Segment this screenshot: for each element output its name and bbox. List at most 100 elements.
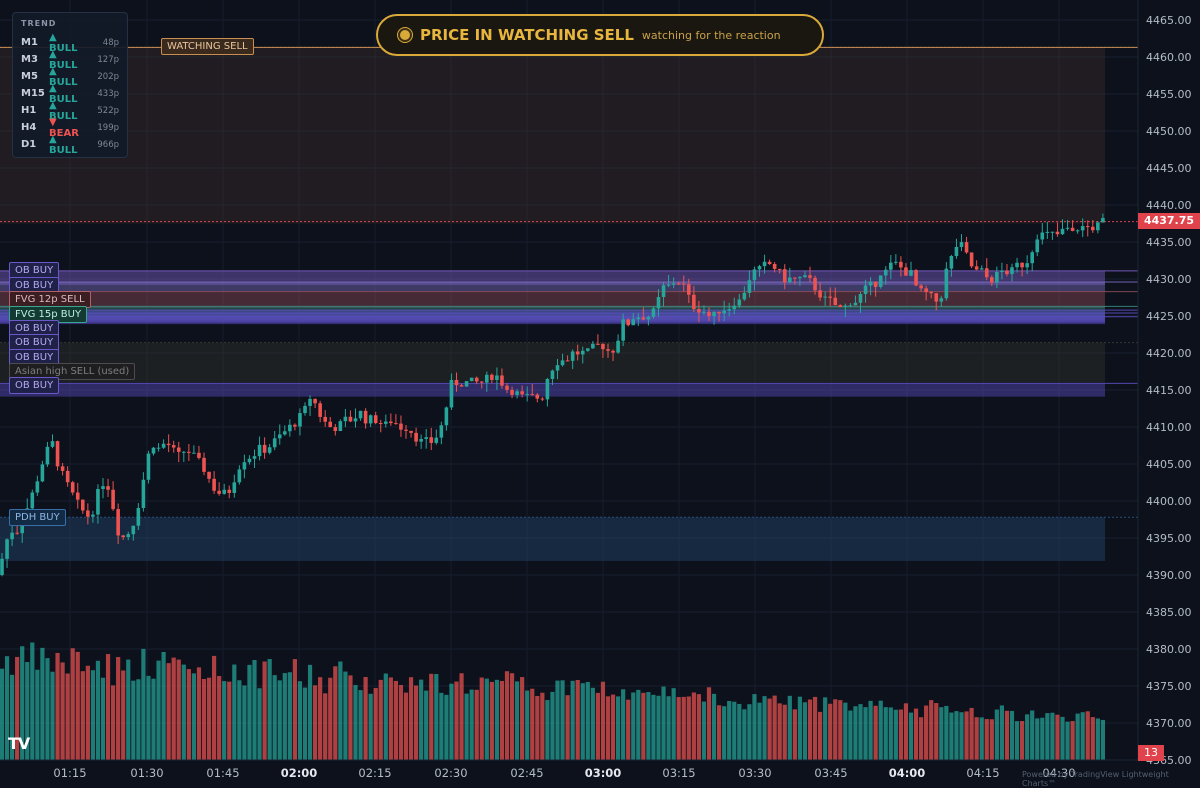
trend-row-m5: M5 ▲ BULL 202p (21, 66, 119, 88)
volume-bar (146, 675, 151, 760)
candle-body (338, 421, 343, 432)
trend-pts: 127p (97, 54, 119, 65)
volume-bar (1060, 716, 1065, 760)
volume-bar (388, 677, 393, 760)
candle-body (1035, 239, 1040, 253)
candle-body (1030, 252, 1034, 264)
candle-body (439, 425, 444, 438)
candle-body (520, 391, 524, 395)
volume-bar (656, 695, 661, 760)
candle-body (469, 377, 474, 382)
volume-bar (1025, 714, 1030, 760)
candle-body (510, 389, 514, 395)
trend-row-m15: M15 ▲ BULL 433p (21, 83, 119, 105)
candle-body (384, 421, 388, 424)
candle-body (702, 311, 706, 313)
volume-bar (1090, 717, 1095, 760)
time-tick-label: 01:30 (130, 766, 163, 780)
volume-bar (641, 692, 646, 760)
price-tick-label: 4405.00 (1146, 458, 1192, 471)
volume-bar (838, 700, 843, 760)
candle-body (10, 532, 14, 540)
volume-bar (959, 712, 964, 760)
volume-bar (105, 654, 111, 760)
candle-body (348, 416, 353, 422)
candle-body (939, 298, 944, 302)
volume-bar (767, 698, 772, 760)
candle-body (596, 343, 600, 345)
volume-bar (35, 669, 40, 760)
volume-bar (757, 702, 762, 760)
trend-row-m3: M3 ▲ BULL 127p (21, 49, 119, 71)
volume-bar (610, 694, 616, 760)
candle-body (919, 285, 923, 289)
candle-body (323, 416, 327, 422)
volume-bar (111, 685, 116, 760)
candle-body (227, 489, 232, 493)
candle-body (1070, 227, 1075, 231)
trend-dir: ▼ BEAR (49, 116, 79, 139)
volume-bar (20, 646, 25, 760)
volume-bar (434, 673, 439, 760)
candle-body (727, 309, 731, 311)
candle-body (550, 370, 555, 379)
price-tick-label: 4385.00 (1146, 606, 1192, 619)
volume-bar (742, 709, 747, 760)
candle-body (242, 462, 247, 470)
volume-bar (70, 648, 75, 760)
candle-body (646, 316, 651, 320)
candle-body (1060, 228, 1065, 235)
candle-body (868, 281, 873, 286)
volume-bar (1095, 718, 1100, 760)
volume-bar (212, 655, 217, 760)
volume-bar (853, 706, 858, 760)
volume-bar (893, 709, 898, 760)
volume-bar (222, 681, 227, 760)
candle-body (1010, 267, 1014, 275)
zone-pdh_buy (0, 517, 1105, 561)
volume-bar (1080, 712, 1085, 760)
volume-bar (368, 693, 373, 760)
trend-row-m1: M1 ▲ BULL 48p (21, 32, 119, 54)
volume-bar (408, 677, 414, 760)
candle-body (368, 415, 373, 424)
candle-body (459, 385, 464, 387)
trend-dir: ▲ BULL (49, 99, 78, 122)
candle-body (964, 242, 969, 253)
volume-bar (419, 679, 424, 760)
volume-bar (393, 680, 398, 760)
candle-body (621, 319, 625, 341)
candle-body (525, 394, 529, 396)
candle-body (601, 343, 605, 350)
volume-bar (1085, 711, 1090, 760)
candle-body (399, 423, 403, 430)
volume-bar (191, 673, 196, 760)
candle-body (156, 447, 161, 449)
time-tick-label: 04:00 (889, 766, 926, 780)
candle-body (798, 277, 802, 279)
candle-body (257, 444, 262, 457)
volume-bar (494, 679, 499, 760)
volume-bar (560, 680, 565, 760)
volume-bar (353, 685, 358, 760)
price-tick-label: 4435.00 (1146, 236, 1192, 249)
candle-body (136, 508, 141, 526)
volume-bar (161, 651, 166, 760)
price-tick-label: 4460.00 (1146, 51, 1192, 64)
candle-body (969, 252, 974, 267)
volume-bar (15, 656, 20, 760)
time-tick-label: 02:15 (358, 766, 391, 780)
candle-body (878, 275, 883, 287)
candle-body (449, 379, 454, 408)
volume-bar (873, 705, 878, 760)
volume-bar (934, 703, 939, 760)
trend-row-h4: H4 ▼ BEAR 199p (21, 116, 119, 139)
candle-body (500, 375, 504, 386)
candle-body (722, 310, 726, 314)
volume-bar (833, 699, 838, 760)
volume-bar (949, 712, 954, 760)
price-tick-label: 4430.00 (1146, 273, 1192, 286)
candle-body (176, 447, 181, 452)
candle-body (560, 360, 565, 366)
